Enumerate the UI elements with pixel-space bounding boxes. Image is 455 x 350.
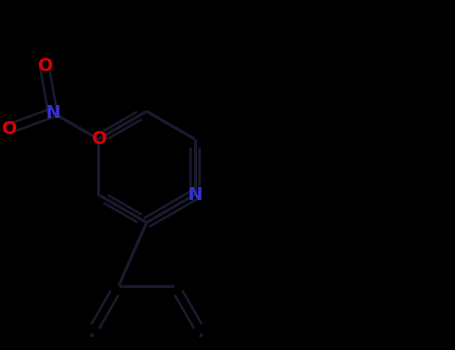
Text: N: N <box>187 186 202 204</box>
Text: O: O <box>37 57 52 75</box>
Text: O: O <box>0 120 16 138</box>
Text: N: N <box>45 104 60 122</box>
Text: O: O <box>91 130 106 148</box>
